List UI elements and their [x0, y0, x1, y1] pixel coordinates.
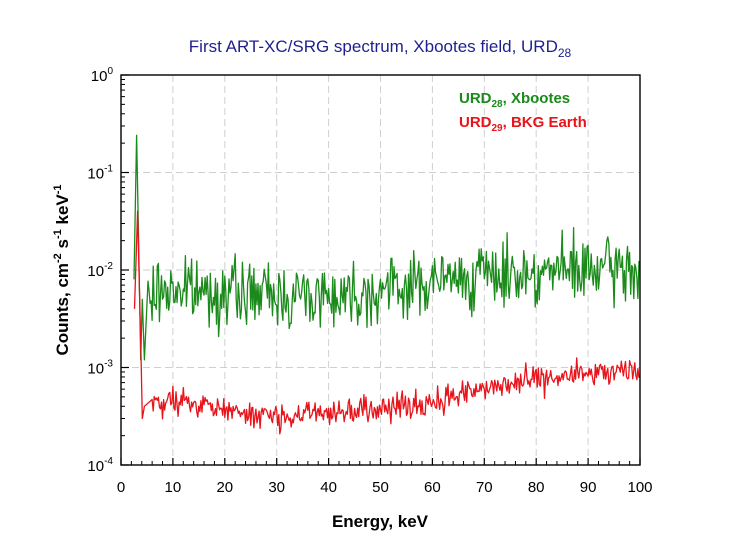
x-tick-label: 40: [320, 479, 337, 496]
y-tick-label: 10-1: [87, 164, 113, 183]
y-axis-label: Counts, cm-2 s-1 keV-1: [52, 184, 72, 355]
legend-entry-urd28: URD28, Xbootes: [459, 90, 570, 110]
y-tick-label: 10-4: [87, 456, 113, 475]
x-axis-label: Energy, keV: [332, 512, 429, 531]
y-tick-label: 10-2: [87, 261, 113, 280]
ticks: [120, 74, 641, 466]
legend: URD28, Xbootes URD29, BKG Earth: [459, 90, 587, 134]
x-tick-label: 90: [580, 479, 597, 496]
x-tick-label: 50: [372, 479, 389, 496]
chart-title-sub: 28: [558, 46, 572, 60]
legend-entry-urd29: URD29, BKG Earth: [459, 114, 587, 134]
x-tick-label: 10: [165, 479, 182, 496]
y-tick-labels: 10-4 10-3 10-2 10-1 100: [87, 66, 113, 475]
series-line-1: [133, 210, 640, 435]
x-tick-labels: 0 10 20 30 40 50 60 70 80 90 100: [117, 479, 653, 496]
chart-title: First ART-XC/SRG spectrum, Xbootes field…: [189, 37, 572, 60]
x-tick-label: 0: [117, 479, 125, 496]
y-tick-label: 100: [91, 66, 114, 85]
x-tick-label: 100: [627, 479, 652, 496]
x-tick-label: 20: [216, 479, 233, 496]
y-tick-label: 10-3: [87, 359, 113, 378]
x-tick-label: 80: [528, 479, 545, 496]
series-layer: [133, 134, 640, 435]
chart-title-main: First ART-XC/SRG spectrum, Xbootes field…: [189, 37, 558, 56]
x-tick-label: 60: [424, 479, 441, 496]
series-line-0: [133, 134, 640, 361]
x-tick-label: 70: [476, 479, 493, 496]
x-tick-label: 30: [268, 479, 285, 496]
